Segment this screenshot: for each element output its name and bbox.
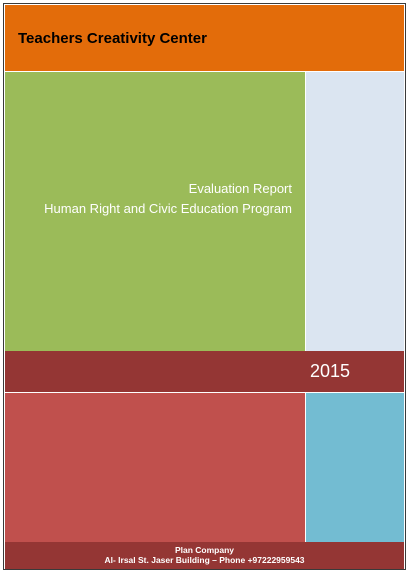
report-title-line-1: Evaluation Report <box>188 181 292 196</box>
footer-company: Plan Company <box>174 545 235 555</box>
report-title-line-2: Human Right and Civic Education Program <box>44 201 292 216</box>
footer-band: Plan Company Al- Irsal St. Jaser Buildin… <box>5 542 404 569</box>
header-band: Teachers Creativity Center <box>5 5 404 71</box>
title-block: Evaluation Report Human Right and Civic … <box>5 72 305 351</box>
report-title: Evaluation Report Human Right and Civic … <box>44 179 292 219</box>
organization-title: Teachers Creativity Center <box>18 29 207 47</box>
lower-block <box>5 393 305 542</box>
cover-page: Teachers Creativity Center Evaluation Re… <box>3 3 406 570</box>
side-panel <box>306 72 404 351</box>
year-band <box>5 351 404 392</box>
lower-side-panel <box>306 393 404 542</box>
report-year: 2015 <box>310 361 351 381</box>
footer-address: Al- Irsal St. Jaser Building – Phone +97… <box>104 555 305 565</box>
